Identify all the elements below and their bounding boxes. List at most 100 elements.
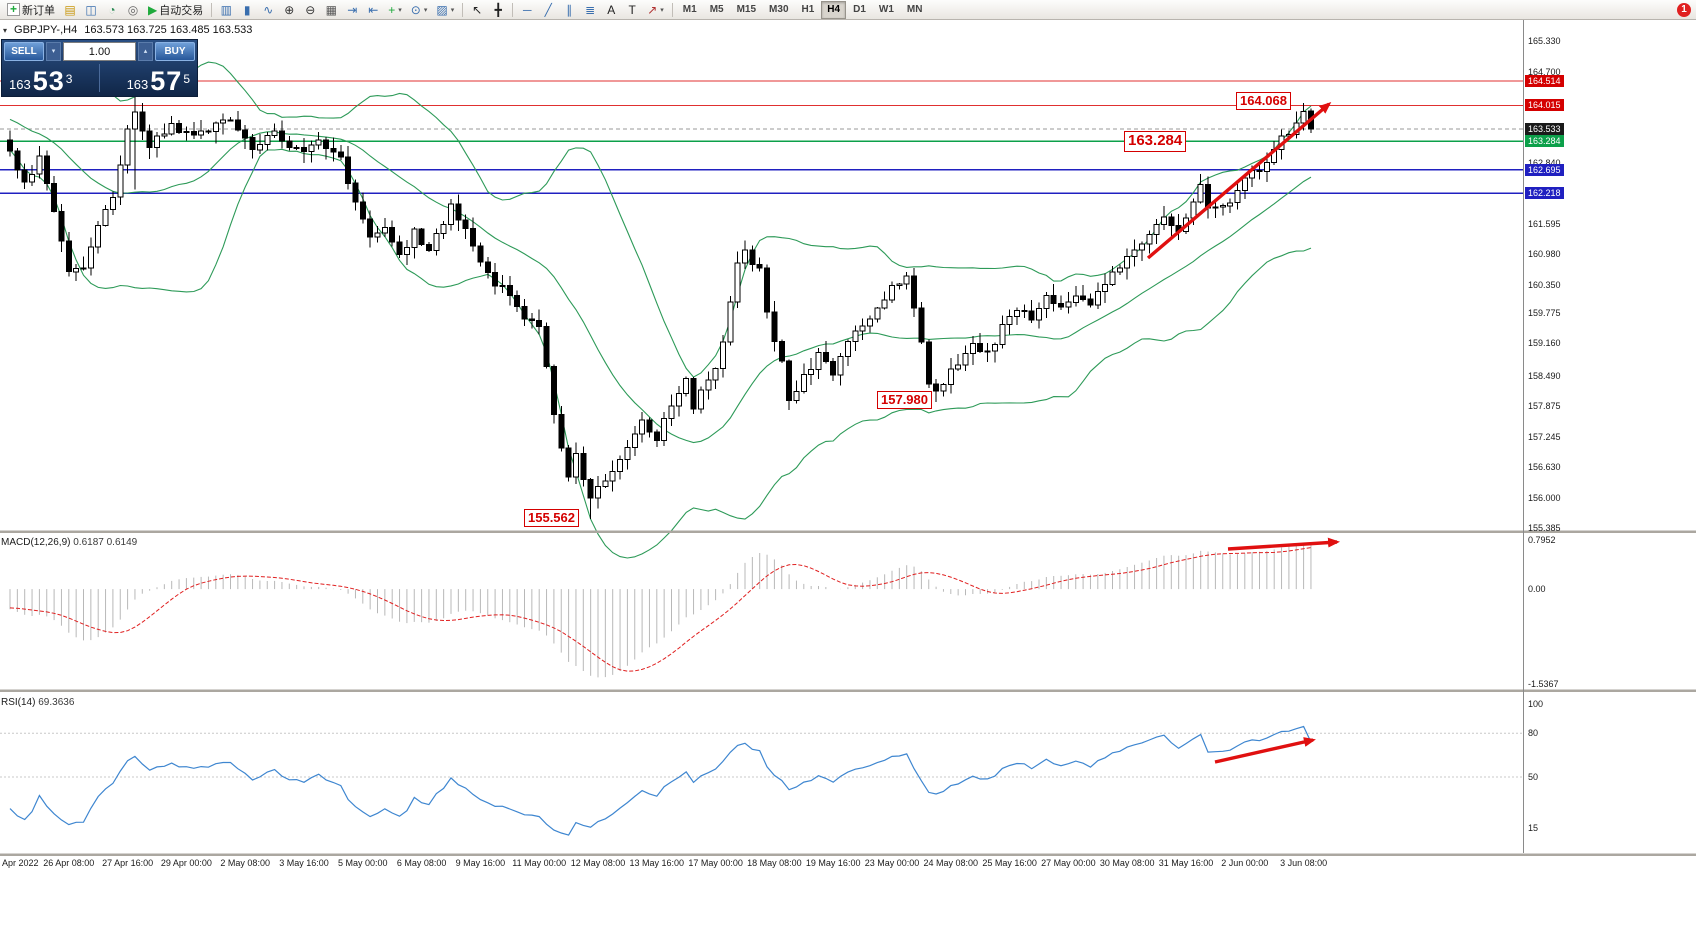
price-axis-label: 162.840: [1528, 157, 1561, 168]
toolbar-separator: [462, 2, 464, 17]
navigator-button[interactable]: ◎: [123, 1, 143, 19]
volume-increase-button[interactable]: ▴: [138, 42, 153, 61]
toolbar: + 新订单 ▤ ◫ ◔ ◎ ▶ 自动交易 ▥ ▮ ∿ ⊕ ⊖ ▦ ⇥ ⇤ + ▾ ⊙ ▾ ▨ ▾ ↖ ╋ ─ ╱ ∥ ≣…: [0, 0, 1696, 20]
price-axis-label: 155.385: [1528, 522, 1561, 533]
line-chart-button[interactable]: ∿: [258, 1, 278, 19]
price-axis-label: 157.875: [1528, 400, 1561, 411]
timeframe-w1-button[interactable]: W1: [873, 1, 900, 19]
buy-button[interactable]: BUY: [155, 42, 195, 61]
timeframe-h1-button[interactable]: H1: [796, 1, 821, 19]
auto-scroll-icon: ⇥: [347, 2, 358, 17]
bid-pipette: 3: [65, 72, 73, 86]
bar-chart-button[interactable]: ▥: [216, 1, 236, 19]
timeframe-d1-button[interactable]: D1: [847, 1, 872, 19]
time-axis-label: 6 May 08:00: [396, 858, 447, 868]
data-window-button[interactable]: ◔: [102, 1, 122, 19]
time-axis-label: 30 May 08:00: [1099, 858, 1155, 868]
macd-axis-zero: 0.00: [1528, 584, 1546, 595]
profiles-button[interactable]: ▤: [60, 1, 80, 19]
time-axis-label: 2 May 08:00: [220, 858, 270, 868]
dropdown-caret-icon: ▾: [660, 6, 664, 14]
time-axis-label: 19 May 16:00: [805, 858, 861, 868]
timeframe-h4-button[interactable]: H4: [821, 0, 847, 19]
pointer-icon-group: ↖ ╋: [467, 1, 508, 19]
zoom-in-button[interactable]: ⊕: [279, 1, 299, 19]
play-icon: ▶: [148, 2, 158, 17]
trend-arrow[interactable]: [1227, 537, 1340, 551]
tile-windows-button[interactable]: ▦: [321, 1, 341, 19]
time-axis-label: 23 May 00:00: [864, 858, 920, 868]
price-axis-label: 160.350: [1528, 279, 1561, 290]
macd-name: MACD(12,26,9): [1, 537, 71, 548]
trend-arrow[interactable]: [1214, 737, 1316, 764]
symbol-period-label: GBPJPY-,H4: [14, 24, 78, 36]
crosshair-icon: ╋: [494, 2, 502, 17]
tile-windows-icon: ▦: [325, 2, 337, 17]
time-axis-label: 3 Jun 08:00: [1280, 858, 1328, 868]
price-axis-label: 156.630: [1528, 461, 1561, 472]
rsi-axis-label: 50: [1528, 772, 1539, 782]
timeframe-m1-button[interactable]: M1: [677, 1, 703, 19]
cursor-button[interactable]: ↖: [467, 1, 487, 19]
rsi-axis-label: 100: [1528, 699, 1544, 709]
auto-trading-button[interactable]: ▶ 自动交易: [144, 1, 207, 19]
time-axis-label: 11 May 00:00: [512, 858, 567, 868]
price-axis-label: 161.595: [1528, 218, 1561, 229]
draw-icon-group: ─ ╱ ∥ ≣ A T ↗ ▾: [517, 1, 668, 19]
macd-axis-min: -1.5367: [1528, 679, 1559, 689]
data-window-icon: ◔: [108, 2, 116, 17]
sell-button[interactable]: SELL: [4, 42, 44, 61]
arrows-button[interactable]: ↗ ▾: [643, 1, 668, 19]
new-order-button[interactable]: + 新订单: [3, 1, 59, 19]
horizontal-price-lines[interactable]: [0, 80, 1523, 195]
candlestick-series: [7, 54, 1314, 519]
price-annotation[interactable]: 164.068: [1236, 92, 1291, 111]
ask-main: 57: [150, 66, 183, 96]
one-click-collapse-icon[interactable]: ▾: [3, 25, 8, 35]
timeframe-m15-button[interactable]: M15: [731, 1, 762, 19]
horizontal-line-button[interactable]: ─: [517, 1, 537, 19]
timeframe-m5-button[interactable]: M5: [704, 1, 730, 19]
price-annotation[interactable]: 163.284: [1124, 131, 1187, 152]
macd-values: 0.6187 0.6149: [73, 537, 138, 548]
text-button[interactable]: A: [601, 1, 621, 19]
rsi-name: RSI(14): [1, 697, 36, 708]
fibonacci-button[interactable]: ≣: [580, 1, 600, 19]
toolbar-separator: [211, 2, 213, 17]
price-divider: [99, 64, 100, 92]
candlestick-chart-button[interactable]: ▮: [237, 1, 257, 19]
volume-decrease-button[interactable]: ▾: [46, 42, 61, 61]
equidistant-channel-button[interactable]: ∥: [559, 1, 579, 19]
bid-ask-display: 163 53 3 163 57 5: [4, 62, 195, 96]
trend-arrows[interactable]: [1146, 102, 1340, 764]
new-order-label: 新订单: [22, 4, 55, 17]
trendline-button[interactable]: ╱: [538, 1, 558, 19]
market-watch-button[interactable]: ◫: [81, 1, 101, 19]
dropdown-caret-icon: ▾: [398, 6, 402, 14]
price-tag: 163.533: [1525, 122, 1564, 135]
timeframe-m30-button[interactable]: M30: [763, 1, 794, 19]
auto-scroll-button[interactable]: ⇥: [342, 1, 362, 19]
indicators-button[interactable]: + ▾: [384, 1, 406, 19]
notification-badge[interactable]: 1: [1677, 3, 1691, 17]
text-label-button[interactable]: T: [622, 1, 642, 19]
timeframe-mn-button[interactable]: MN: [901, 1, 929, 19]
crosshair-button[interactable]: ╋: [488, 1, 508, 19]
zoom-out-button[interactable]: ⊖: [300, 1, 320, 19]
templates-button[interactable]: ▨ ▾: [432, 1, 458, 19]
volume-input[interactable]: [63, 42, 136, 61]
price-axis-label: 159.775: [1528, 307, 1561, 318]
macd-label: MACD(12,26,9) 0.6187 0.6149: [1, 537, 137, 548]
ohlc-values: 163.573 163.725 163.485 163.533: [84, 24, 253, 36]
periods-button[interactable]: ⊙ ▾: [407, 1, 432, 19]
bollinger-bands: [9, 61, 1312, 559]
price-annotation[interactable]: 157.980: [877, 391, 932, 410]
rsi-axis-label: 80: [1528, 728, 1539, 739]
navigator-icon: ◎: [127, 2, 139, 17]
time-axis-label: 25 May 16:00: [982, 858, 1037, 868]
chart-shift-button[interactable]: ⇤: [363, 1, 383, 19]
trend-arrow[interactable]: [1146, 102, 1332, 260]
bid-main: 53: [32, 66, 65, 96]
price-annotation[interactable]: 155.562: [524, 509, 579, 528]
